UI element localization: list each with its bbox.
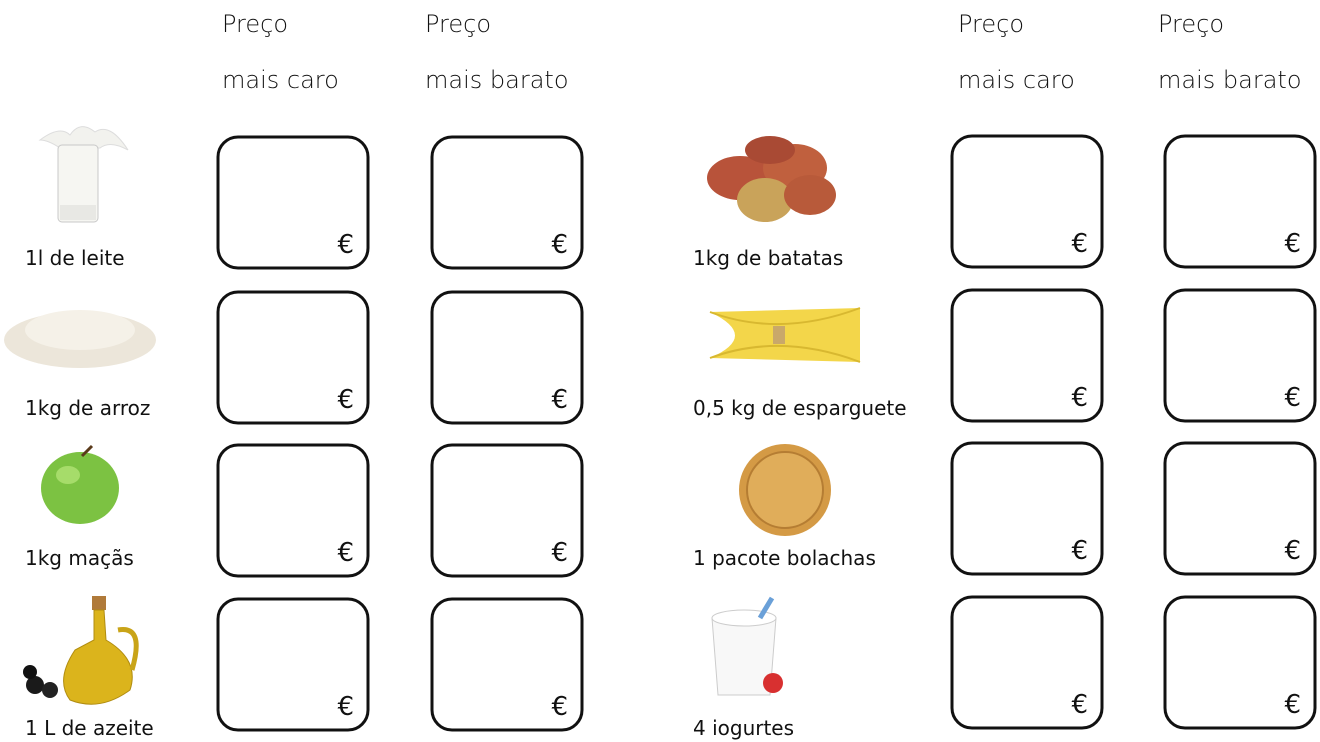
- price-box: [1163, 595, 1317, 730]
- item-label: 0,5 kg de esparguete: [693, 396, 907, 420]
- column-header: Preço: [1158, 10, 1224, 38]
- column-subheader: mais caro: [958, 66, 1075, 94]
- apple-icon: [41, 444, 119, 524]
- item-label: 1kg de arroz: [25, 396, 150, 420]
- column-subheader: mais barato: [425, 66, 569, 94]
- price-box: [950, 288, 1104, 423]
- price-box: [950, 134, 1104, 269]
- price-box: [950, 441, 1104, 576]
- rice-icon: [4, 310, 156, 368]
- currency-symbol: €: [337, 230, 354, 260]
- currency-symbol: €: [337, 692, 354, 722]
- price-box: [216, 135, 370, 270]
- currency-symbol: €: [1071, 690, 1088, 720]
- currency-symbol: €: [1284, 383, 1301, 413]
- column-header: Preço: [958, 10, 1024, 38]
- currency-symbol: €: [551, 692, 568, 722]
- currency-symbol: €: [337, 385, 354, 415]
- price-box: [1163, 441, 1317, 576]
- potatoes-icon: [707, 136, 836, 222]
- column-subheader: mais caro: [222, 66, 339, 94]
- currency-symbol: €: [551, 230, 568, 260]
- item-label: 1 L de azeite: [25, 716, 154, 740]
- olive-oil-icon: [23, 596, 139, 705]
- price-box: [216, 443, 370, 578]
- item-label: 1kg maçãs: [25, 546, 134, 570]
- price-box: [950, 595, 1104, 730]
- spaghetti-icon: [709, 307, 861, 363]
- price-box: [430, 597, 584, 732]
- price-box: [1163, 134, 1317, 269]
- biscuit-icon: [739, 444, 831, 536]
- column-header: Preço: [222, 10, 288, 38]
- price-box: [216, 597, 370, 732]
- currency-symbol: €: [1071, 536, 1088, 566]
- item-label: 1kg de batatas: [693, 246, 843, 270]
- column-header: Preço: [425, 10, 491, 38]
- milk-icon: [38, 126, 129, 223]
- yogurt-icon: [711, 596, 783, 696]
- currency-symbol: €: [1284, 536, 1301, 566]
- item-label: 1l de leite: [25, 246, 125, 270]
- currency-symbol: €: [1071, 229, 1088, 259]
- item-label: 4 iogurtes: [693, 716, 794, 740]
- currency-symbol: €: [551, 385, 568, 415]
- price-box: [430, 135, 584, 270]
- price-box: [216, 290, 370, 425]
- currency-symbol: €: [337, 538, 354, 568]
- price-box: [430, 290, 584, 425]
- column-subheader: mais barato: [1158, 66, 1302, 94]
- item-label: 1 pacote bolachas: [693, 546, 876, 570]
- price-box: [430, 443, 584, 578]
- currency-symbol: €: [1071, 383, 1088, 413]
- currency-symbol: €: [1284, 690, 1301, 720]
- price-box: [1163, 288, 1317, 423]
- currency-symbol: €: [551, 538, 568, 568]
- currency-symbol: €: [1284, 229, 1301, 259]
